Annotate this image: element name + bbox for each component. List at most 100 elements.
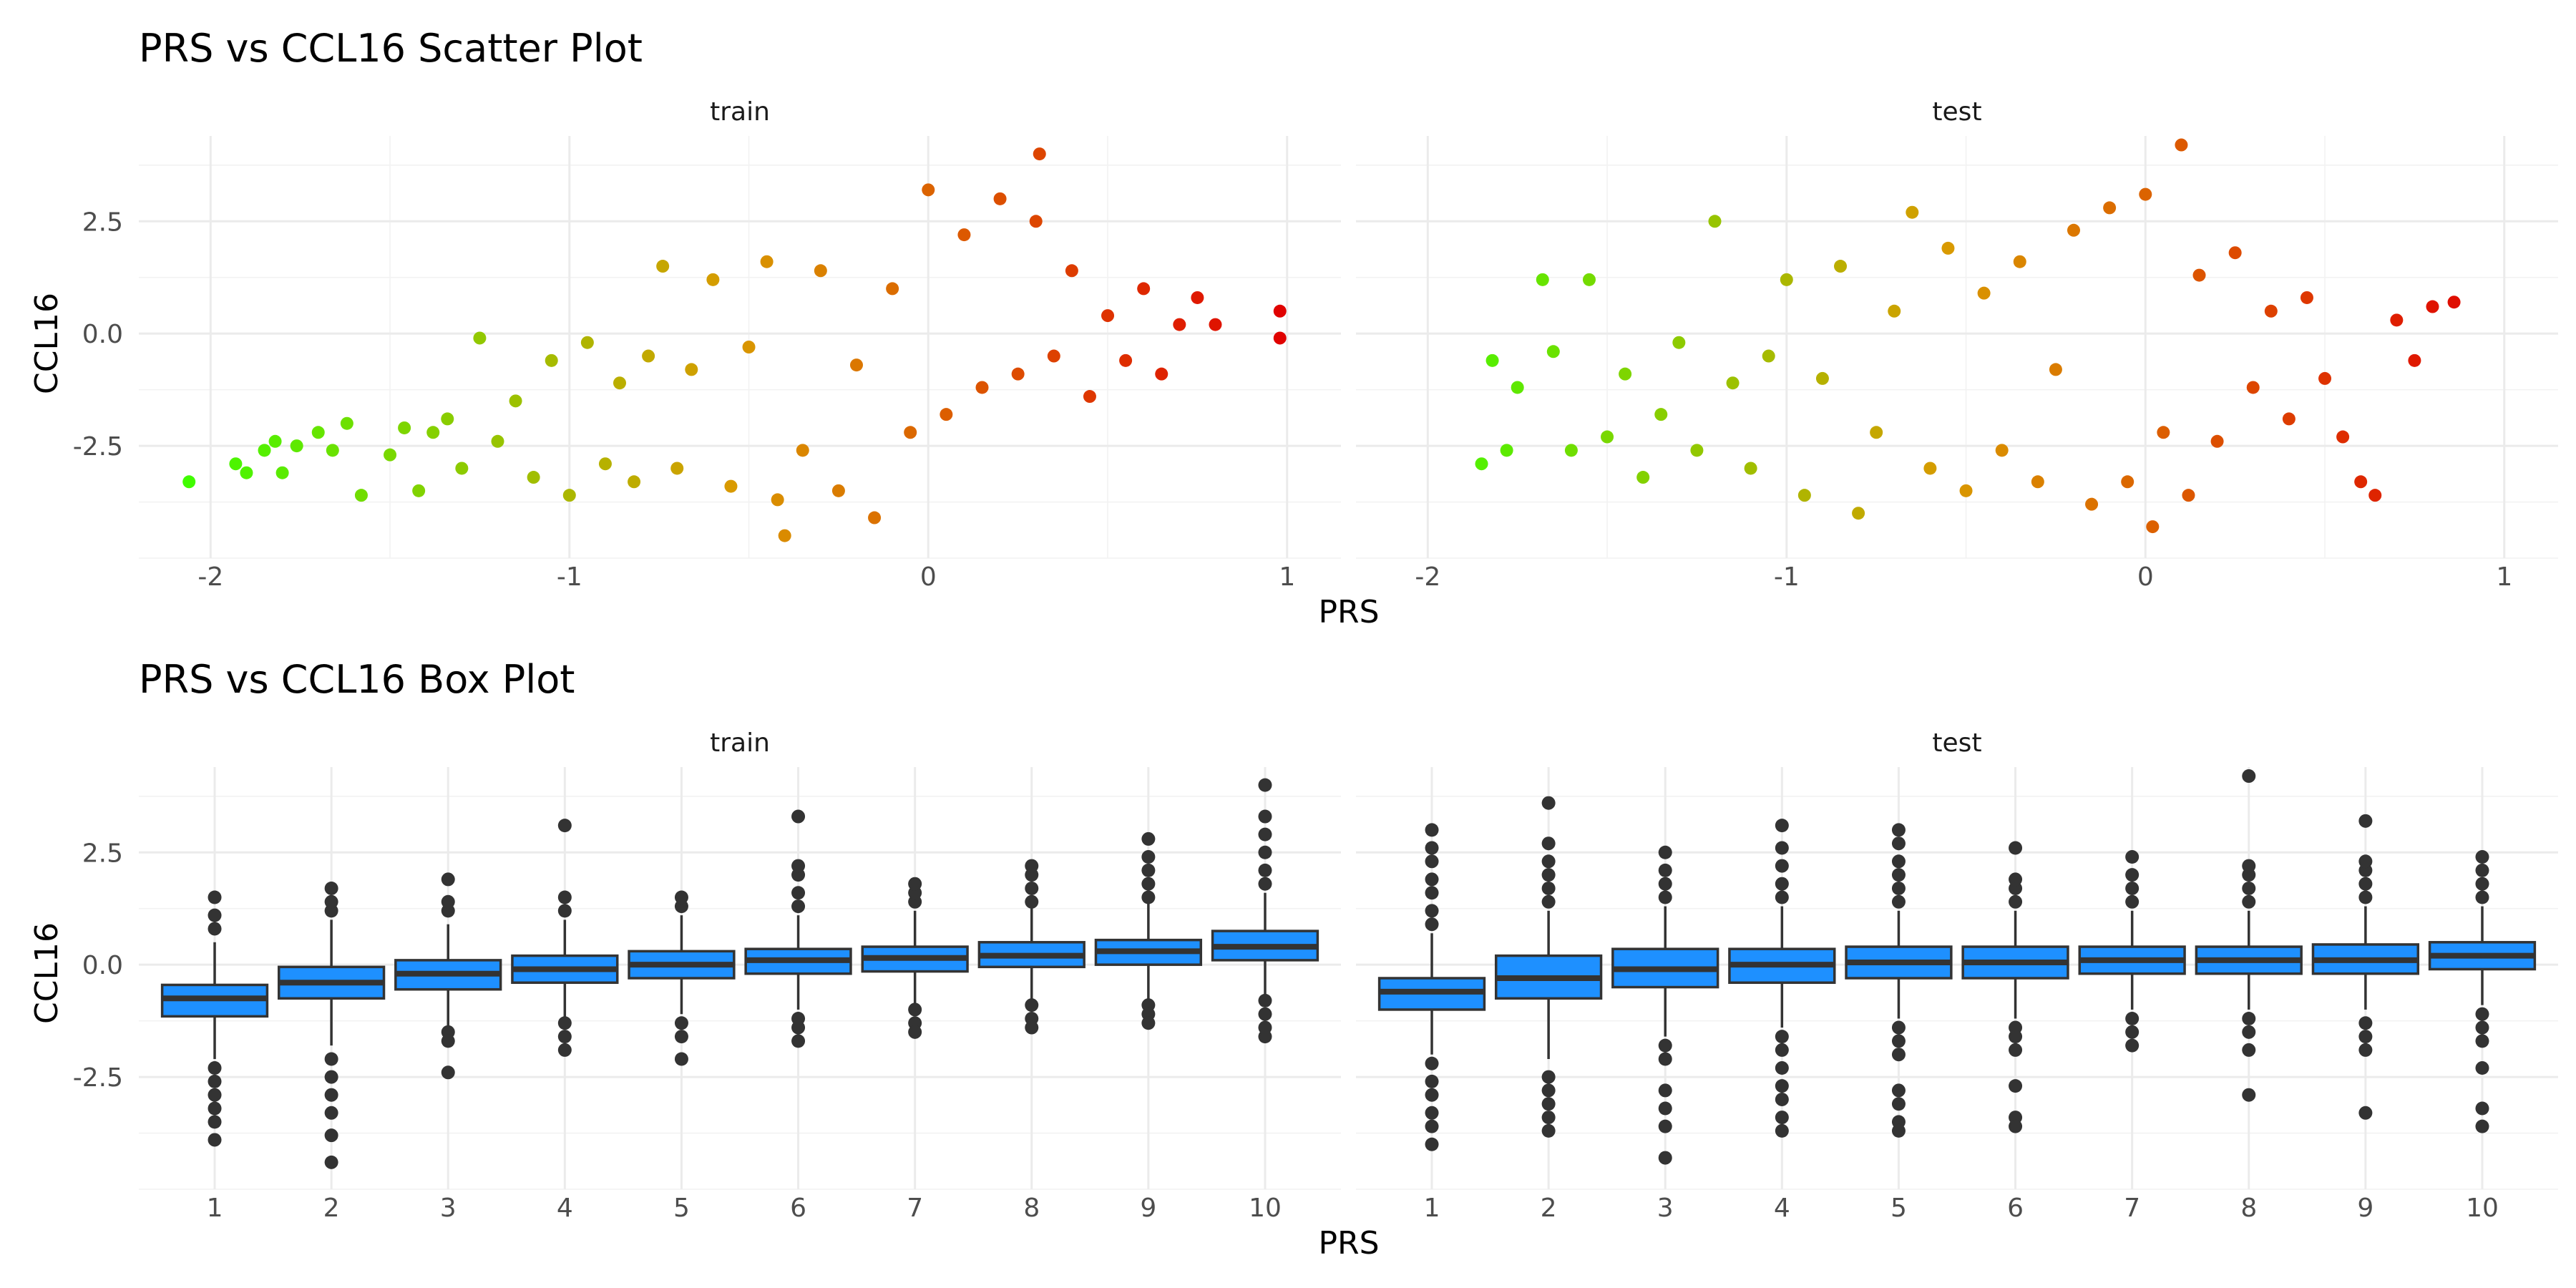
box-outlier — [2242, 859, 2256, 873]
box-category-3: 3 — [394, 872, 502, 1223]
scatter-point — [441, 412, 454, 426]
box-outlier — [1425, 1088, 1439, 1102]
scatter-y-tick-label: 0.0 — [82, 320, 123, 349]
scatter-point — [1033, 147, 1046, 161]
scatter-point — [1475, 457, 1488, 471]
box-outlier — [1025, 894, 1039, 909]
scatter-point — [2336, 430, 2350, 444]
box-x-tick-label: 10 — [1249, 1194, 1282, 1223]
scatter-point — [290, 439, 303, 453]
scatter-point — [240, 466, 253, 479]
box-outlier — [208, 1074, 222, 1088]
box-outlier — [1141, 850, 1156, 864]
box-outlier — [1891, 1020, 1906, 1035]
box-x-tick-label: 5 — [1890, 1194, 1907, 1223]
box-outlier — [1141, 877, 1156, 891]
scatter-point — [2031, 475, 2044, 489]
box-outlier — [441, 1065, 455, 1080]
box-outlier — [324, 1052, 338, 1066]
box-category-10: 10 — [2428, 850, 2537, 1223]
scatter-point — [1941, 241, 1955, 255]
scatter-point — [340, 416, 353, 430]
box-outlier — [1425, 904, 1439, 918]
box-outlier — [1891, 1083, 1906, 1098]
box-panels: 1 2 3 4 5 6 7 8 9 10 -2.5 0.0 2.5 1 2 3 4 5 6 7 8 9 10 — [73, 767, 2558, 1223]
box-outlier — [441, 872, 455, 887]
scatter-point — [2228, 246, 2242, 260]
box-x-tick-label: 10 — [2466, 1194, 2499, 1223]
scatter-point — [426, 426, 440, 439]
scatter-point — [1536, 273, 1549, 286]
box-x-tick-label: 4 — [557, 1194, 573, 1223]
box-outlier — [557, 819, 572, 833]
scatter-point — [2157, 426, 2170, 439]
box-strip-test: test — [1932, 728, 1981, 758]
scatter-point — [1083, 390, 1096, 404]
box-outlier — [1891, 1034, 1906, 1048]
box-outlier — [1775, 1030, 1789, 1044]
box-outlier — [2475, 1061, 2489, 1075]
box-outlier — [324, 894, 338, 909]
scatter-point — [1065, 264, 1078, 278]
box-x-tick-label: 8 — [2240, 1194, 2257, 1223]
box-x-axis-label: PRS — [1318, 1225, 1379, 1262]
scatter-point — [1744, 462, 1757, 475]
box-outlier — [441, 1034, 455, 1048]
box-panel-test: 1 2 3 4 5 6 7 8 9 10 — [1356, 767, 2558, 1223]
scatter-point — [1672, 336, 1686, 349]
box-outlier — [2475, 1101, 2489, 1116]
scatter-point — [975, 381, 989, 394]
scatter-point — [742, 341, 756, 353]
box-outlier — [791, 809, 806, 824]
box-outlier — [1658, 863, 1672, 877]
box-outlier — [2358, 877, 2373, 891]
scatter-point — [258, 444, 271, 457]
box-outlier — [1658, 1101, 1672, 1116]
scatter-point — [778, 529, 791, 542]
scatter-point — [1101, 309, 1115, 323]
scatter-point — [1923, 462, 1937, 475]
scatter-point — [1029, 215, 1043, 228]
box-x-tick-label: 1 — [1424, 1194, 1440, 1223]
box-outlier — [2125, 894, 2140, 909]
box-category-6: 6 — [1961, 841, 2069, 1223]
scatter-point — [706, 273, 720, 286]
scatter-point — [1137, 282, 1151, 296]
box-outlier — [557, 904, 572, 918]
scatter-x-tick-label: -2 — [197, 562, 223, 592]
scatter-point — [628, 475, 641, 489]
scatter-point — [2368, 489, 2382, 502]
box-outlier — [2125, 1025, 2140, 1039]
box-outlier — [2475, 850, 2489, 864]
scatter-point — [398, 421, 411, 434]
box-category-8: 8 — [2195, 769, 2303, 1223]
scatter-strip-train: train — [710, 97, 770, 127]
box-outlier — [2358, 1016, 2373, 1030]
box-outlier — [1891, 836, 1906, 851]
box-x-tick-label: 5 — [673, 1194, 690, 1223]
scatter-point — [491, 434, 504, 448]
scatter-point — [275, 466, 289, 479]
scatter-y-tick-label: 2.5 — [82, 208, 123, 237]
box-outlier — [1425, 872, 1439, 887]
scatter-point — [1797, 489, 1811, 502]
box-outlier — [208, 890, 222, 904]
scatter-point — [2210, 434, 2224, 448]
box-outlier — [2358, 890, 2373, 904]
scatter-point — [2318, 371, 2332, 385]
scatter-panel-train: -2 -1 0 1 -2.5 0.0 2.5 — [73, 136, 1341, 592]
scatter-point — [1601, 430, 1614, 444]
scatter-point — [1564, 444, 1578, 457]
scatter-point — [1011, 367, 1025, 381]
scatter-point — [940, 408, 953, 421]
box-outlier — [1425, 1106, 1439, 1120]
box-outlier — [2475, 1034, 2489, 1048]
box-outlier — [1541, 1083, 1556, 1098]
box-outlier — [1258, 809, 1272, 824]
box-x-tick-label: 2 — [1541, 1194, 1557, 1223]
box-x-tick-label: 3 — [1657, 1194, 1674, 1223]
box-outlier — [1425, 1074, 1439, 1088]
box-outlier — [1775, 1123, 1789, 1138]
box-outlier — [1258, 827, 1272, 841]
